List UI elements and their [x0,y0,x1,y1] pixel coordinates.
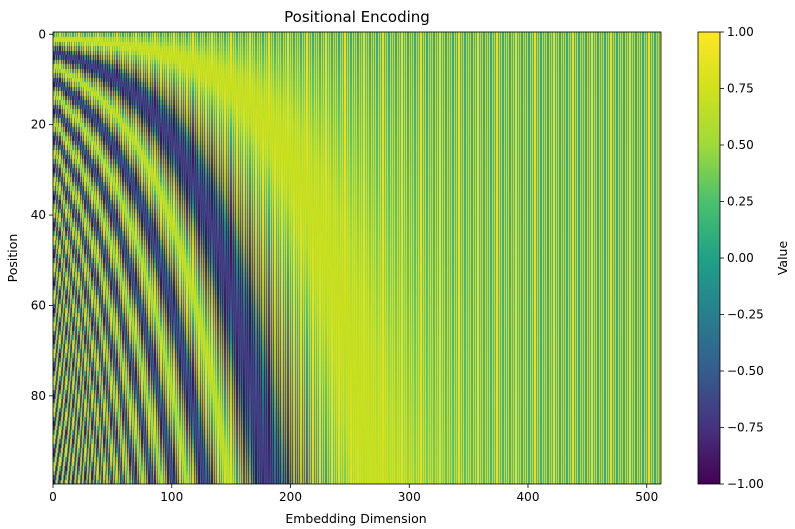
x-tick-label: 300 [398,490,421,504]
x-tick-label: 100 [160,490,183,504]
colorbar-tick-label: 0.25 [727,195,754,209]
chart-title: Positional Encoding [284,8,430,26]
y-axis-ticks: 0 20 40 60 80 [31,27,53,403]
y-axis-label: Position [5,234,20,283]
colorbar-ticks: 1.00 0.75 0.50 0.25 0.00 −0.25 −0.50 −0.75 −1.00 [720,25,764,491]
y-tick-label: 0 [38,27,46,41]
x-axis-label: Embedding Dimension [285,511,426,526]
heatmap-image [53,32,661,484]
x-axis-ticks: 0 100 200 300 400 500 [49,484,658,504]
x-tick-label: 400 [517,490,540,504]
colorbar-tick-label: 0.00 [727,251,754,265]
colorbar-tick-label: −0.25 [727,308,764,322]
x-tick-label: 0 [49,490,57,504]
y-tick-label: 80 [31,389,46,403]
colorbar-tick-label: 0.50 [727,138,754,152]
y-tick-label: 60 [31,298,46,312]
x-tick-label: 500 [635,490,658,504]
x-tick-label: 200 [279,490,302,504]
plot-frame [52,31,662,485]
y-tick-label: 40 [31,208,46,222]
colorbar-tick-label: 1.00 [727,25,754,39]
colorbar-tick-label: −0.75 [727,421,764,435]
colorbar-tick-label: −1.00 [727,477,764,491]
y-tick-label: 20 [31,118,46,132]
colorbar-label: Value [775,241,790,276]
colorbar-tick-label: −0.50 [727,364,764,378]
colorbar-gradient [698,32,720,484]
colorbar-tick-label: 0.75 [727,82,754,96]
